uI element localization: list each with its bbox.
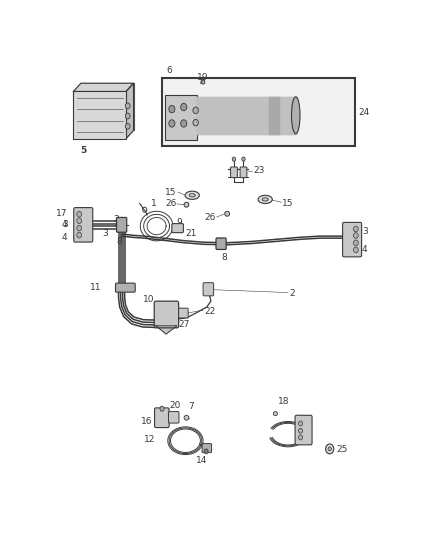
- Ellipse shape: [273, 411, 277, 416]
- Circle shape: [298, 435, 303, 440]
- Bar: [74, 92, 126, 139]
- FancyBboxPatch shape: [74, 207, 93, 242]
- Text: 8: 8: [117, 237, 122, 246]
- FancyBboxPatch shape: [155, 408, 169, 427]
- Circle shape: [181, 120, 187, 127]
- Ellipse shape: [185, 191, 199, 199]
- Circle shape: [298, 429, 303, 433]
- Circle shape: [232, 157, 236, 161]
- Polygon shape: [74, 83, 134, 92]
- Ellipse shape: [292, 97, 300, 134]
- Text: 7: 7: [188, 402, 194, 411]
- Circle shape: [325, 444, 334, 454]
- Text: 3: 3: [62, 220, 67, 229]
- Circle shape: [353, 247, 358, 253]
- Polygon shape: [126, 83, 134, 139]
- Text: 22: 22: [204, 306, 215, 316]
- Circle shape: [169, 106, 175, 113]
- Text: 16: 16: [141, 416, 152, 425]
- FancyBboxPatch shape: [169, 411, 179, 423]
- FancyBboxPatch shape: [116, 283, 135, 292]
- Circle shape: [160, 406, 164, 411]
- Circle shape: [298, 421, 303, 426]
- Ellipse shape: [225, 211, 230, 216]
- FancyBboxPatch shape: [117, 217, 127, 232]
- Circle shape: [204, 449, 208, 454]
- Text: 15: 15: [166, 188, 177, 197]
- Circle shape: [77, 218, 81, 224]
- Circle shape: [193, 107, 198, 114]
- Text: 8: 8: [222, 253, 227, 262]
- Circle shape: [328, 447, 332, 451]
- Circle shape: [353, 240, 358, 246]
- Text: 4: 4: [362, 245, 367, 254]
- Circle shape: [353, 226, 358, 232]
- Text: 27: 27: [179, 320, 190, 329]
- Circle shape: [169, 120, 175, 127]
- Text: 20: 20: [170, 401, 181, 410]
- Circle shape: [242, 157, 245, 161]
- Text: 6: 6: [167, 66, 173, 75]
- Ellipse shape: [262, 198, 268, 201]
- FancyBboxPatch shape: [203, 282, 214, 296]
- Text: 10: 10: [143, 295, 155, 304]
- Text: 25: 25: [336, 445, 348, 454]
- FancyBboxPatch shape: [295, 415, 312, 445]
- Polygon shape: [156, 326, 177, 334]
- Text: 19: 19: [197, 73, 208, 82]
- Text: 11: 11: [90, 283, 102, 292]
- Text: 3: 3: [113, 215, 119, 224]
- Circle shape: [125, 124, 130, 129]
- Bar: [162, 78, 355, 146]
- Circle shape: [77, 211, 81, 217]
- Text: 1: 1: [151, 199, 156, 208]
- Text: b: b: [200, 77, 205, 86]
- Circle shape: [181, 103, 187, 111]
- FancyBboxPatch shape: [240, 167, 247, 177]
- Circle shape: [125, 103, 130, 109]
- Text: 2: 2: [289, 289, 295, 298]
- Circle shape: [125, 113, 130, 119]
- FancyBboxPatch shape: [216, 238, 226, 249]
- Circle shape: [201, 80, 205, 84]
- Circle shape: [193, 119, 198, 126]
- Ellipse shape: [184, 415, 189, 420]
- Text: 15: 15: [282, 199, 294, 208]
- Bar: [165, 95, 197, 140]
- Text: 21: 21: [185, 229, 197, 238]
- Circle shape: [353, 232, 358, 238]
- Text: 9: 9: [176, 219, 182, 227]
- Text: 4: 4: [62, 232, 67, 241]
- Text: 26: 26: [165, 199, 176, 208]
- FancyBboxPatch shape: [343, 222, 362, 257]
- FancyBboxPatch shape: [230, 167, 237, 177]
- Text: 3: 3: [362, 227, 368, 236]
- FancyBboxPatch shape: [154, 301, 179, 328]
- Ellipse shape: [258, 195, 272, 204]
- Text: 26: 26: [205, 213, 216, 222]
- Text: 3: 3: [102, 229, 108, 238]
- Text: 23: 23: [253, 166, 265, 175]
- Text: 5: 5: [81, 146, 87, 155]
- Text: 17: 17: [56, 209, 67, 218]
- Circle shape: [77, 232, 81, 238]
- Bar: [81, 83, 134, 131]
- FancyBboxPatch shape: [179, 308, 188, 318]
- Text: 12: 12: [144, 435, 155, 444]
- Text: 24: 24: [359, 108, 370, 117]
- Ellipse shape: [189, 193, 195, 197]
- Text: 14: 14: [196, 456, 207, 465]
- Ellipse shape: [184, 202, 189, 207]
- Text: 4: 4: [62, 220, 67, 229]
- FancyBboxPatch shape: [172, 224, 184, 232]
- Circle shape: [77, 225, 81, 231]
- Text: 18: 18: [278, 397, 289, 406]
- FancyBboxPatch shape: [202, 443, 212, 453]
